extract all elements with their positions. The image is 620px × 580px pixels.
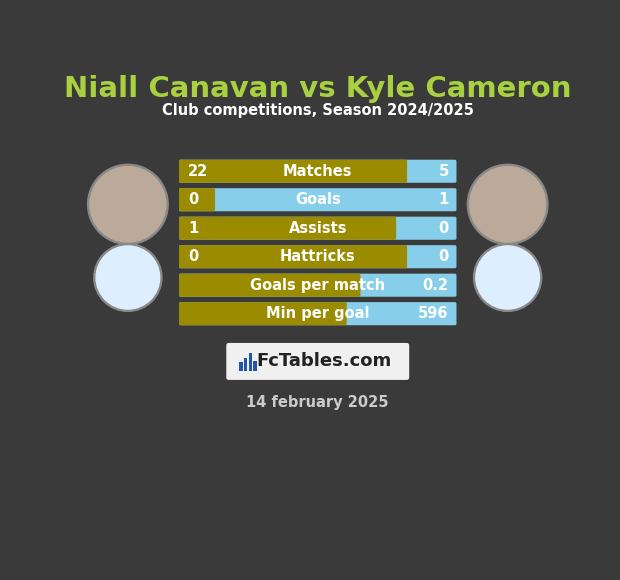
Text: 22: 22 — [188, 164, 208, 179]
Circle shape — [470, 166, 546, 242]
FancyBboxPatch shape — [179, 245, 407, 269]
Circle shape — [474, 244, 542, 311]
Circle shape — [467, 164, 548, 244]
FancyBboxPatch shape — [179, 274, 360, 297]
Text: Min per goal: Min per goal — [266, 306, 370, 321]
FancyBboxPatch shape — [179, 302, 347, 325]
Circle shape — [87, 164, 168, 244]
Bar — [249, 353, 252, 371]
Text: Niall Canavan vs Kyle Cameron: Niall Canavan vs Kyle Cameron — [64, 75, 572, 103]
Text: Hattricks: Hattricks — [280, 249, 356, 264]
Text: Matches: Matches — [283, 164, 353, 179]
FancyBboxPatch shape — [179, 160, 456, 183]
Bar — [254, 361, 257, 371]
Bar — [239, 362, 242, 371]
Text: 14 february 2025: 14 february 2025 — [247, 395, 389, 409]
FancyBboxPatch shape — [179, 217, 456, 240]
FancyBboxPatch shape — [179, 217, 396, 240]
FancyBboxPatch shape — [179, 188, 215, 211]
Bar — [244, 358, 247, 371]
Text: 1: 1 — [188, 221, 198, 235]
Circle shape — [94, 244, 162, 311]
Text: 0: 0 — [438, 249, 449, 264]
Text: FcTables.com: FcTables.com — [257, 351, 392, 369]
Text: 0: 0 — [438, 221, 449, 235]
Text: 596: 596 — [418, 306, 449, 321]
Text: 0.2: 0.2 — [423, 278, 449, 293]
Text: Goals per match: Goals per match — [250, 278, 385, 293]
FancyBboxPatch shape — [179, 160, 407, 183]
FancyBboxPatch shape — [226, 343, 409, 380]
Text: 5: 5 — [438, 164, 449, 179]
Text: 0: 0 — [188, 249, 198, 264]
Circle shape — [476, 246, 539, 309]
Circle shape — [96, 246, 160, 309]
Text: 1: 1 — [438, 192, 449, 207]
Text: 0: 0 — [188, 192, 198, 207]
FancyBboxPatch shape — [179, 245, 456, 269]
Text: Assists: Assists — [288, 221, 347, 235]
FancyBboxPatch shape — [179, 274, 456, 297]
FancyBboxPatch shape — [179, 302, 456, 325]
FancyBboxPatch shape — [179, 188, 456, 211]
Text: Club competitions, Season 2024/2025: Club competitions, Season 2024/2025 — [162, 103, 474, 118]
Text: Goals: Goals — [295, 192, 340, 207]
Circle shape — [90, 166, 166, 242]
